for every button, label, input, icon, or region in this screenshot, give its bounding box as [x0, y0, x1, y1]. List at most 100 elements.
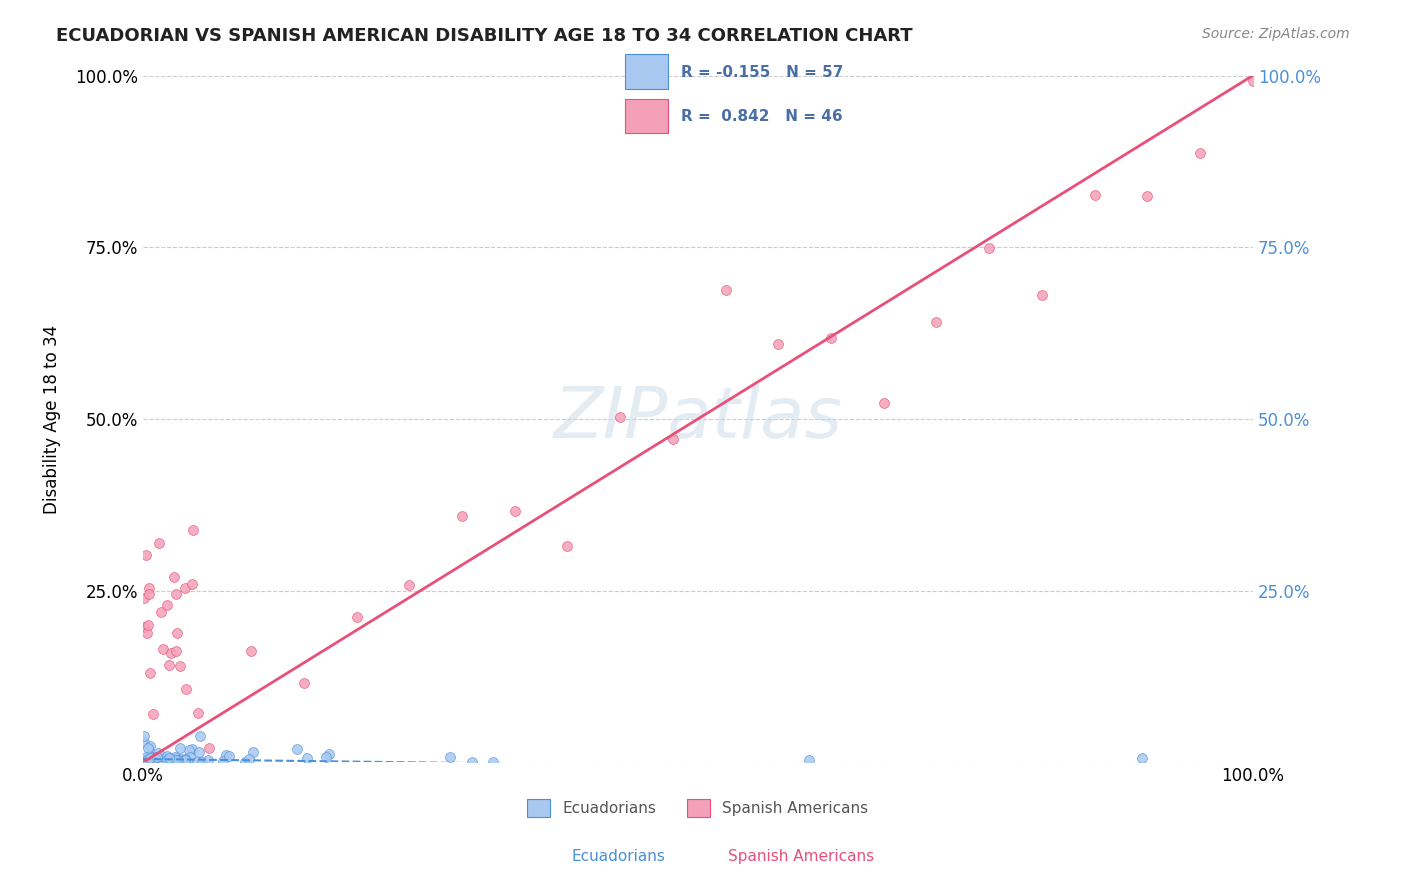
Point — [1084, 188, 1107, 202]
FancyBboxPatch shape — [624, 99, 668, 133]
Point — [139, 665, 162, 680]
Point — [197, 753, 219, 767]
Point — [233, 755, 256, 769]
Point — [157, 750, 180, 764]
Point — [768, 337, 790, 351]
Point — [292, 676, 315, 690]
Point — [132, 619, 155, 633]
Point — [156, 749, 179, 764]
Point — [609, 410, 631, 425]
Point — [439, 749, 461, 764]
Point — [141, 749, 163, 764]
Point — [143, 753, 166, 767]
Point — [169, 659, 191, 673]
Point — [163, 750, 186, 764]
Point — [1031, 287, 1053, 301]
Point — [315, 749, 337, 764]
Point — [242, 745, 264, 759]
Point — [187, 745, 209, 759]
Point — [163, 570, 186, 584]
Point — [155, 754, 177, 768]
Point — [346, 609, 368, 624]
Point — [148, 746, 170, 760]
Text: R = -0.155   N = 57: R = -0.155 N = 57 — [681, 64, 842, 79]
Point — [481, 755, 503, 769]
Point — [190, 755, 212, 769]
Text: Ecuadorians: Ecuadorians — [572, 849, 665, 863]
Point — [211, 754, 233, 768]
Point — [503, 503, 526, 517]
Point — [136, 740, 159, 755]
Point — [156, 753, 179, 767]
Point — [148, 535, 170, 549]
Point — [714, 283, 737, 297]
Point — [662, 432, 685, 446]
Point — [183, 523, 205, 537]
Point — [150, 749, 173, 764]
Point — [181, 741, 204, 756]
Point — [150, 752, 173, 766]
Point — [285, 742, 308, 756]
Point — [165, 753, 187, 767]
Point — [156, 753, 179, 767]
Point — [157, 657, 180, 672]
Text: Source: ZipAtlas.com: Source: ZipAtlas.com — [1202, 27, 1350, 41]
Point — [238, 752, 260, 766]
Point — [181, 577, 204, 591]
Point — [132, 735, 155, 749]
Point — [162, 753, 184, 767]
Point — [167, 753, 190, 767]
Point — [142, 707, 165, 722]
Legend: Ecuadorians, Spanish Americans: Ecuadorians, Spanish Americans — [522, 793, 875, 823]
Point — [186, 756, 208, 770]
Point — [135, 548, 157, 562]
Point — [145, 749, 167, 764]
Point — [156, 599, 179, 613]
Point — [138, 587, 160, 601]
Point — [979, 241, 1001, 255]
Point — [218, 749, 240, 764]
Point — [820, 331, 842, 345]
Point — [152, 642, 174, 657]
Point — [173, 752, 195, 766]
Point — [132, 591, 155, 605]
Point — [188, 730, 211, 744]
Point — [240, 644, 263, 658]
Point — [163, 755, 186, 769]
Point — [398, 577, 420, 591]
FancyBboxPatch shape — [624, 54, 668, 89]
Point — [179, 750, 201, 764]
Point — [135, 753, 157, 767]
Point — [160, 647, 183, 661]
Point — [136, 618, 159, 632]
Point — [461, 755, 484, 769]
Point — [1130, 750, 1153, 764]
Point — [165, 587, 187, 601]
Point — [165, 751, 187, 765]
Point — [138, 581, 160, 595]
Point — [174, 751, 197, 765]
Point — [1189, 145, 1212, 160]
Point — [136, 626, 159, 640]
Y-axis label: Disability Age 18 to 34: Disability Age 18 to 34 — [44, 325, 60, 514]
Point — [135, 755, 157, 769]
Point — [797, 753, 820, 767]
Point — [873, 396, 896, 410]
Point — [215, 748, 238, 763]
Point — [174, 682, 197, 697]
Point — [146, 750, 169, 764]
Point — [1241, 74, 1264, 88]
Point — [132, 753, 155, 767]
Point — [1136, 189, 1159, 203]
Point — [174, 581, 197, 595]
Point — [165, 644, 187, 658]
Point — [135, 749, 157, 764]
Point — [139, 739, 162, 754]
Point — [198, 740, 221, 755]
Point — [138, 749, 160, 764]
Point — [925, 315, 948, 329]
Text: ZIPatlas: ZIPatlas — [554, 384, 842, 453]
Point — [451, 508, 474, 523]
Point — [169, 741, 191, 756]
Text: ECUADORIAN VS SPANISH AMERICAN DISABILITY AGE 18 TO 34 CORRELATION CHART: ECUADORIAN VS SPANISH AMERICAN DISABILIT… — [56, 27, 912, 45]
